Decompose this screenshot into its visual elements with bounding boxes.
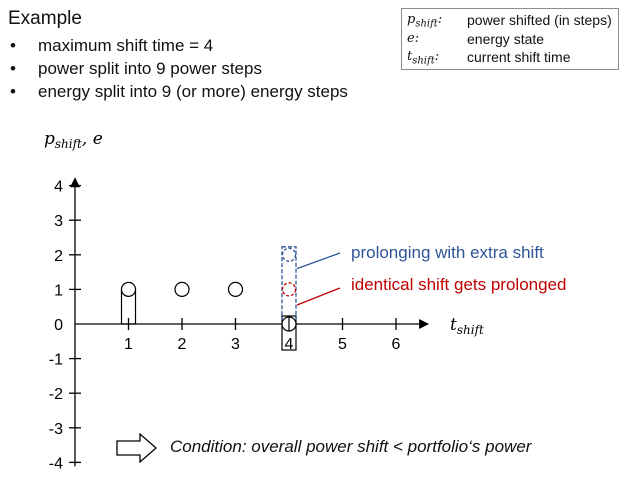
x-tick-label: 4 (285, 336, 294, 353)
y-tick-label: 3 (54, 213, 63, 230)
assumption-list: • maximum shift time = 4 • power split int… (10, 34, 348, 103)
axes: pshift, e tshift (44, 129, 484, 467)
legend-description: energy state (467, 31, 545, 47)
legend-description: current shift time (467, 49, 571, 65)
legend-symbol: pshift: (407, 12, 443, 30)
assumption-item: • maximum shift time = 4 (10, 34, 348, 57)
legend-symbol: tshift: (407, 49, 440, 67)
y-tick-label: -2 (49, 386, 63, 403)
energy-point (120, 281, 137, 297)
y-tick-label: -4 (49, 455, 63, 472)
x-tick-label: 1 (124, 336, 133, 353)
assumption-text: energy split into 9 (or more) energy ste… (38, 82, 348, 101)
step-bar (281, 315, 297, 351)
condition-text: Condition: overall power shift < portfol… (170, 437, 532, 456)
y-axis-label: pshift, e (44, 129, 103, 151)
x-tick-label: 5 (338, 336, 347, 353)
symbol-legend: pshift: power shifted (in steps) e: ener… (401, 8, 619, 70)
y-tick-label: 4 (54, 179, 63, 196)
assumption-item: • power split into 9 power steps (10, 57, 348, 80)
x-tick-label: 2 (178, 336, 187, 353)
bullet-icon: • (10, 59, 16, 78)
y-tick-label: -1 (49, 352, 63, 369)
marks (120, 246, 297, 351)
annotation-identical-shift: identical shift gets prolonged (351, 275, 566, 294)
prolonged-point (281, 282, 297, 297)
legend-symbol: e: (407, 31, 420, 46)
energy-point (174, 281, 190, 297)
assumption-text: power split into 9 power steps (38, 59, 262, 78)
ticks: 4 3 2 1 0 -1 -2 -3 -4 1 2 3 4 5 6 (49, 179, 401, 473)
y-tick-label: 0 (54, 317, 63, 334)
bullet-icon: • (10, 36, 16, 55)
callouts: prolonging with extra shift identical shi… (296, 243, 566, 306)
x-axis-label: tshift (450, 315, 484, 337)
arrow-right-icon (116, 432, 157, 464)
energy-point (227, 281, 244, 297)
assumption-text: maximum shift time = 4 (38, 36, 214, 55)
y-tick-label: 2 (54, 248, 63, 265)
x-tick-label: 3 (231, 336, 240, 353)
callout-line-blue (296, 252, 341, 270)
prolonged-point (281, 247, 297, 262)
y-tick-label: 1 (54, 282, 63, 299)
y-tick-label: -3 (49, 421, 63, 438)
bullet-icon: • (10, 82, 16, 101)
example-heading: Example (8, 8, 82, 29)
x-tick-label: 6 (392, 336, 401, 353)
assumption-item: • energy split into 9 (or more) energy st… (10, 80, 348, 103)
legend-description: power shifted (in steps) (467, 12, 612, 28)
callout-line-red (296, 287, 341, 306)
annotation-extra-shift: prolonging with extra shift (351, 243, 544, 262)
